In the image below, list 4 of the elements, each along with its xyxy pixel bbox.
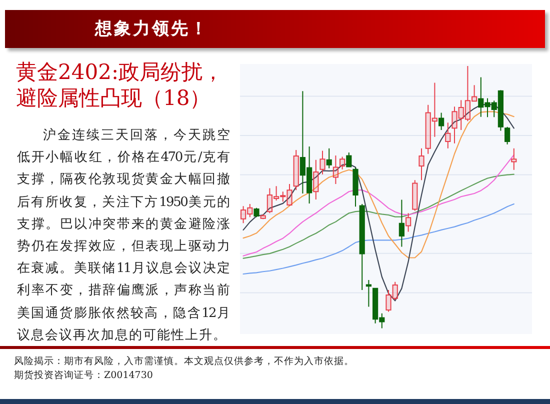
annotation: 期货投资咨询证号：Z0014730	[14, 369, 153, 382]
annotation: 风险揭示：期市有风险，入市需谨慎。本文观点仅供参考，不作为入市依据。	[14, 355, 354, 368]
annotation: 想象力领先！	[95, 18, 209, 41]
title: 黄金2402:政局纷扰，避险属性凸现（18）	[16, 59, 225, 111]
